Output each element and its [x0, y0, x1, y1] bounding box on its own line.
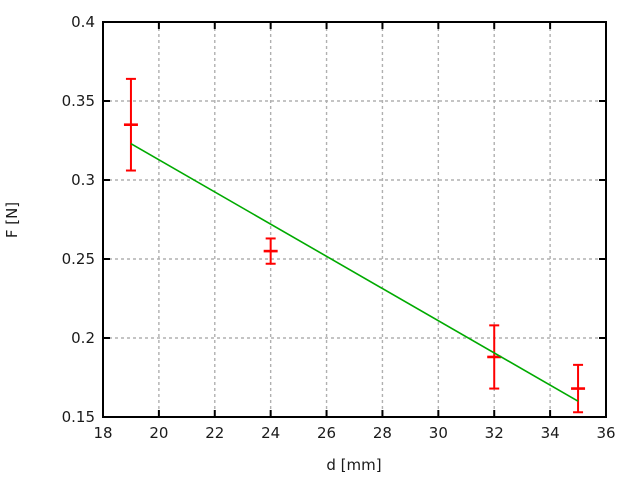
x-tick-label: 30	[429, 424, 448, 442]
y-tick-label: 0.3	[71, 171, 95, 189]
y-tick-label: 0.35	[62, 92, 95, 110]
x-tick-label: 24	[261, 424, 280, 442]
x-tick-label: 34	[541, 424, 560, 442]
y-tick-label: 0.4	[71, 13, 95, 31]
y-tick-label: 0.15	[62, 408, 95, 426]
plot-generated-layer: 18 20 22 24 26 28 30 32 34 36 0.15 0.2 0.25 0.3 0.35 0.…	[62, 13, 616, 442]
plot-border	[102, 21, 607, 418]
x-axis-label: d [mm]	[326, 456, 381, 474]
fit-line	[130, 142, 579, 402]
x-tick-label: 22	[205, 424, 224, 442]
x-tick-label: 36	[596, 424, 615, 442]
y-axis-label: F [N]	[3, 202, 21, 238]
x-tick-label: 18	[93, 424, 112, 442]
x-tick-label: 28	[373, 424, 392, 442]
y-tick-label: 0.25	[62, 250, 95, 268]
x-tick-label: 26	[317, 424, 336, 442]
y-tick-label: 0.2	[71, 329, 95, 347]
x-tick-label: 20	[149, 424, 168, 442]
x-tick-label: 32	[485, 424, 504, 442]
